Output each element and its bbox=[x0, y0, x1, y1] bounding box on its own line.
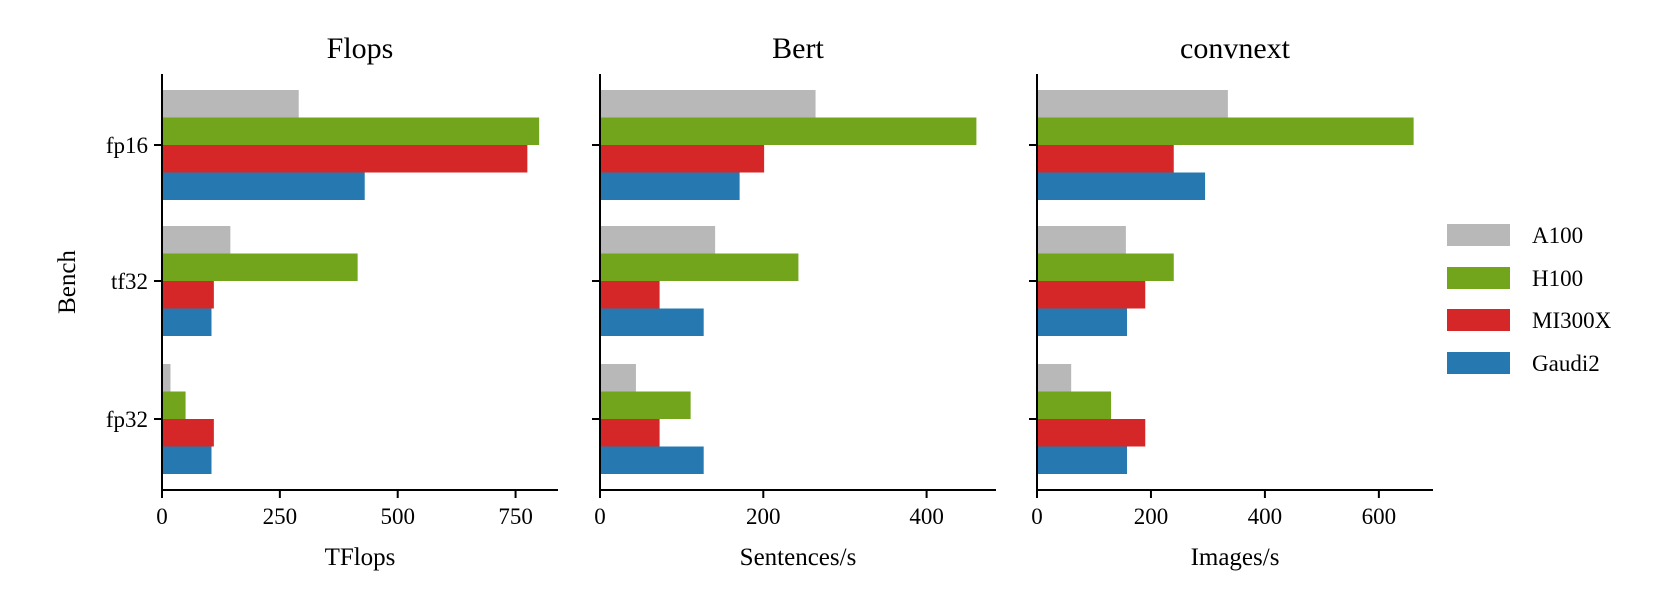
bar-gaudi2-fp16 bbox=[162, 172, 365, 200]
bar-a100-tf32 bbox=[1037, 226, 1126, 254]
y-tick-label: tf32 bbox=[111, 269, 148, 294]
bar-h100-fp32 bbox=[162, 391, 186, 419]
x-axis-label: Images/s bbox=[1191, 544, 1280, 571]
bar-a100-tf32 bbox=[600, 226, 716, 254]
bar-h100-tf32 bbox=[600, 253, 799, 281]
x-tick-label: 200 bbox=[746, 504, 781, 529]
x-tick-label: 0 bbox=[156, 504, 168, 529]
legend-swatch-h100 bbox=[1447, 267, 1510, 289]
y-tick-label: fp16 bbox=[106, 133, 148, 158]
legend-label-h100: H100 bbox=[1532, 266, 1583, 291]
x-tick-label: 200 bbox=[1134, 504, 1169, 529]
x-tick-label: 250 bbox=[263, 504, 298, 529]
bar-h100-fp32 bbox=[1037, 391, 1112, 419]
chart-title: convnext bbox=[1180, 32, 1291, 65]
x-tick-label: 400 bbox=[909, 504, 944, 529]
bar-a100-fp32 bbox=[162, 364, 171, 392]
x-axis-label: Sentences/s bbox=[740, 544, 857, 571]
legend-swatch-a100 bbox=[1447, 224, 1510, 246]
bar-h100-fp16 bbox=[1037, 117, 1414, 145]
bar-h100-tf32 bbox=[162, 253, 358, 281]
bar-mi300x-tf32 bbox=[162, 281, 214, 309]
legend-label-gaudi2: Gaudi2 bbox=[1532, 351, 1600, 376]
chart-title: Flops bbox=[327, 32, 394, 65]
bar-gaudi2-fp16 bbox=[1037, 172, 1206, 200]
bar-mi300x-tf32 bbox=[1037, 281, 1146, 309]
bar-gaudi2-tf32 bbox=[600, 308, 704, 336]
x-axis-label: TFlops bbox=[325, 544, 396, 571]
legend-label-a100: A100 bbox=[1532, 223, 1583, 248]
legend-label-mi300x: MI300X bbox=[1532, 308, 1612, 333]
bar-mi300x-fp16 bbox=[600, 145, 765, 173]
bar-mi300x-tf32 bbox=[600, 281, 660, 309]
x-tick-label: 0 bbox=[594, 504, 606, 529]
bar-mi300x-fp32 bbox=[600, 419, 660, 447]
bar-gaudi2-fp32 bbox=[600, 446, 704, 474]
y-axis-label: Bench bbox=[54, 250, 81, 314]
bar-h100-fp32 bbox=[600, 391, 691, 419]
bar-gaudi2-tf32 bbox=[162, 308, 212, 336]
bar-a100-fp16 bbox=[1037, 90, 1228, 118]
bar-a100-fp16 bbox=[162, 90, 299, 118]
bar-mi300x-fp32 bbox=[1037, 419, 1146, 447]
bar-gaudi2-fp16 bbox=[600, 172, 740, 200]
bar-mi300x-fp16 bbox=[162, 145, 528, 173]
y-tick-label: fp32 bbox=[106, 407, 148, 432]
bar-gaudi2-fp32 bbox=[1037, 446, 1128, 474]
legend-swatch-mi300x bbox=[1447, 309, 1510, 331]
x-tick-label: 750 bbox=[498, 504, 533, 529]
x-tick-label: 500 bbox=[380, 504, 415, 529]
legend-swatch-gaudi2 bbox=[1447, 352, 1510, 374]
bar-a100-fp32 bbox=[600, 364, 636, 392]
chart-title: Bert bbox=[772, 32, 824, 65]
bar-mi300x-fp16 bbox=[1037, 145, 1174, 173]
x-tick-label: 400 bbox=[1248, 504, 1283, 529]
bar-mi300x-fp32 bbox=[162, 419, 214, 447]
x-tick-label: 600 bbox=[1362, 504, 1397, 529]
bar-a100-fp16 bbox=[600, 90, 816, 118]
bar-h100-fp16 bbox=[162, 117, 540, 145]
bar-gaudi2-fp32 bbox=[162, 446, 212, 474]
bar-a100-fp32 bbox=[1037, 364, 1072, 392]
bar-h100-fp16 bbox=[600, 117, 977, 145]
bar-gaudi2-tf32 bbox=[1037, 308, 1128, 336]
bar-h100-tf32 bbox=[1037, 253, 1174, 281]
bar-a100-tf32 bbox=[162, 226, 231, 254]
x-tick-label: 0 bbox=[1031, 504, 1043, 529]
